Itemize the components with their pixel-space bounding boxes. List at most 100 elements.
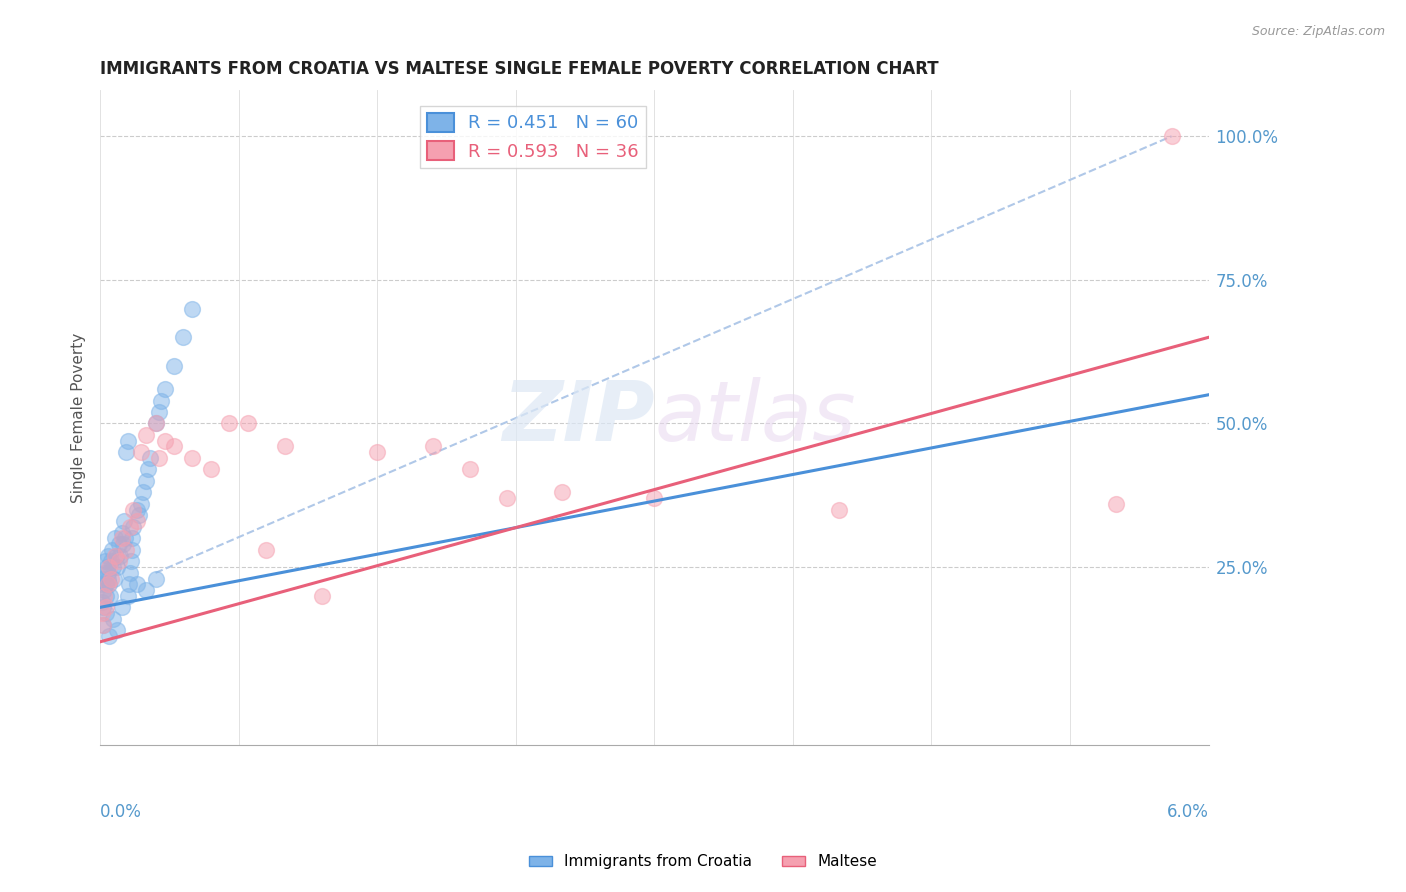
Point bbox=[129, 497, 152, 511]
Point bbox=[131, 485, 153, 500]
Point bbox=[96, 577, 118, 591]
Point bbox=[107, 537, 129, 551]
Point bbox=[100, 572, 122, 586]
Point bbox=[118, 566, 141, 580]
Point bbox=[93, 589, 115, 603]
Point bbox=[90, 606, 112, 620]
Point bbox=[112, 537, 135, 551]
Point bbox=[94, 577, 117, 591]
Point bbox=[125, 577, 148, 591]
Text: atlas: atlas bbox=[654, 377, 856, 458]
Point bbox=[93, 583, 115, 598]
Point bbox=[101, 560, 124, 574]
Legend: Immigrants from Croatia, Maltese: Immigrants from Croatia, Maltese bbox=[523, 848, 883, 875]
Text: IMMIGRANTS FROM CROATIA VS MALTESE SINGLE FEMALE POVERTY CORRELATION CHART: IMMIGRANTS FROM CROATIA VS MALTESE SINGL… bbox=[100, 60, 939, 78]
Point bbox=[129, 445, 152, 459]
Point bbox=[181, 450, 204, 465]
Point bbox=[139, 450, 162, 465]
Point bbox=[104, 549, 127, 563]
Y-axis label: Single Female Poverty: Single Female Poverty bbox=[72, 333, 86, 503]
Point bbox=[200, 462, 222, 476]
Point bbox=[118, 577, 141, 591]
Point bbox=[107, 554, 129, 568]
Point bbox=[136, 462, 159, 476]
Point bbox=[135, 583, 157, 598]
Legend: R = 0.451   N = 60, R = 0.593   N = 36: R = 0.451 N = 60, R = 0.593 N = 36 bbox=[419, 106, 647, 168]
Point bbox=[93, 566, 115, 580]
Point bbox=[172, 330, 194, 344]
Point bbox=[91, 594, 114, 608]
Point bbox=[828, 502, 851, 516]
Point bbox=[115, 542, 138, 557]
Point bbox=[145, 572, 167, 586]
Point bbox=[121, 542, 143, 557]
Point bbox=[135, 428, 157, 442]
Point bbox=[115, 445, 138, 459]
Point bbox=[118, 520, 141, 534]
Point bbox=[91, 572, 114, 586]
Point bbox=[1105, 497, 1128, 511]
Point bbox=[254, 542, 277, 557]
Point bbox=[163, 359, 186, 373]
Point bbox=[112, 514, 135, 528]
Point bbox=[458, 462, 481, 476]
Point bbox=[114, 532, 136, 546]
Point bbox=[98, 577, 121, 591]
Point bbox=[218, 417, 240, 431]
Point bbox=[128, 508, 150, 523]
Point bbox=[90, 577, 112, 591]
Point bbox=[101, 542, 124, 557]
Point bbox=[274, 440, 297, 454]
Point bbox=[148, 450, 170, 465]
Point bbox=[105, 624, 128, 638]
Point bbox=[98, 560, 121, 574]
Point bbox=[96, 566, 118, 580]
Point bbox=[117, 434, 139, 448]
Point bbox=[153, 382, 176, 396]
Point bbox=[91, 617, 114, 632]
Point bbox=[311, 589, 333, 603]
Point bbox=[94, 554, 117, 568]
Text: Source: ZipAtlas.com: Source: ZipAtlas.com bbox=[1251, 25, 1385, 38]
Point bbox=[110, 549, 132, 563]
Point bbox=[111, 532, 134, 546]
Point bbox=[1160, 129, 1182, 144]
Point bbox=[98, 629, 121, 643]
Point bbox=[91, 617, 114, 632]
Point bbox=[181, 301, 204, 316]
Point bbox=[135, 474, 157, 488]
Text: 0.0%: 0.0% bbox=[100, 803, 142, 821]
Point bbox=[643, 491, 665, 506]
Point bbox=[148, 405, 170, 419]
Point bbox=[96, 560, 118, 574]
Point bbox=[94, 589, 117, 603]
Point bbox=[104, 532, 127, 546]
Point bbox=[91, 600, 114, 615]
Point bbox=[97, 549, 120, 563]
Point bbox=[163, 440, 186, 454]
Point bbox=[111, 600, 134, 615]
Point bbox=[125, 514, 148, 528]
Point bbox=[111, 525, 134, 540]
Text: 6.0%: 6.0% bbox=[1167, 803, 1209, 821]
Point bbox=[551, 485, 574, 500]
Point bbox=[125, 502, 148, 516]
Point bbox=[121, 532, 143, 546]
Point bbox=[94, 600, 117, 615]
Point bbox=[422, 440, 444, 454]
Point bbox=[97, 572, 120, 586]
Point bbox=[122, 502, 145, 516]
Point bbox=[101, 612, 124, 626]
Point bbox=[150, 393, 173, 408]
Point bbox=[117, 589, 139, 603]
Point bbox=[105, 560, 128, 574]
Point bbox=[236, 417, 259, 431]
Point bbox=[120, 554, 142, 568]
Point bbox=[495, 491, 517, 506]
Point bbox=[122, 520, 145, 534]
Text: ZIP: ZIP bbox=[502, 377, 654, 458]
Point bbox=[145, 417, 167, 431]
Point bbox=[100, 554, 122, 568]
Point bbox=[103, 572, 125, 586]
Point bbox=[98, 589, 121, 603]
